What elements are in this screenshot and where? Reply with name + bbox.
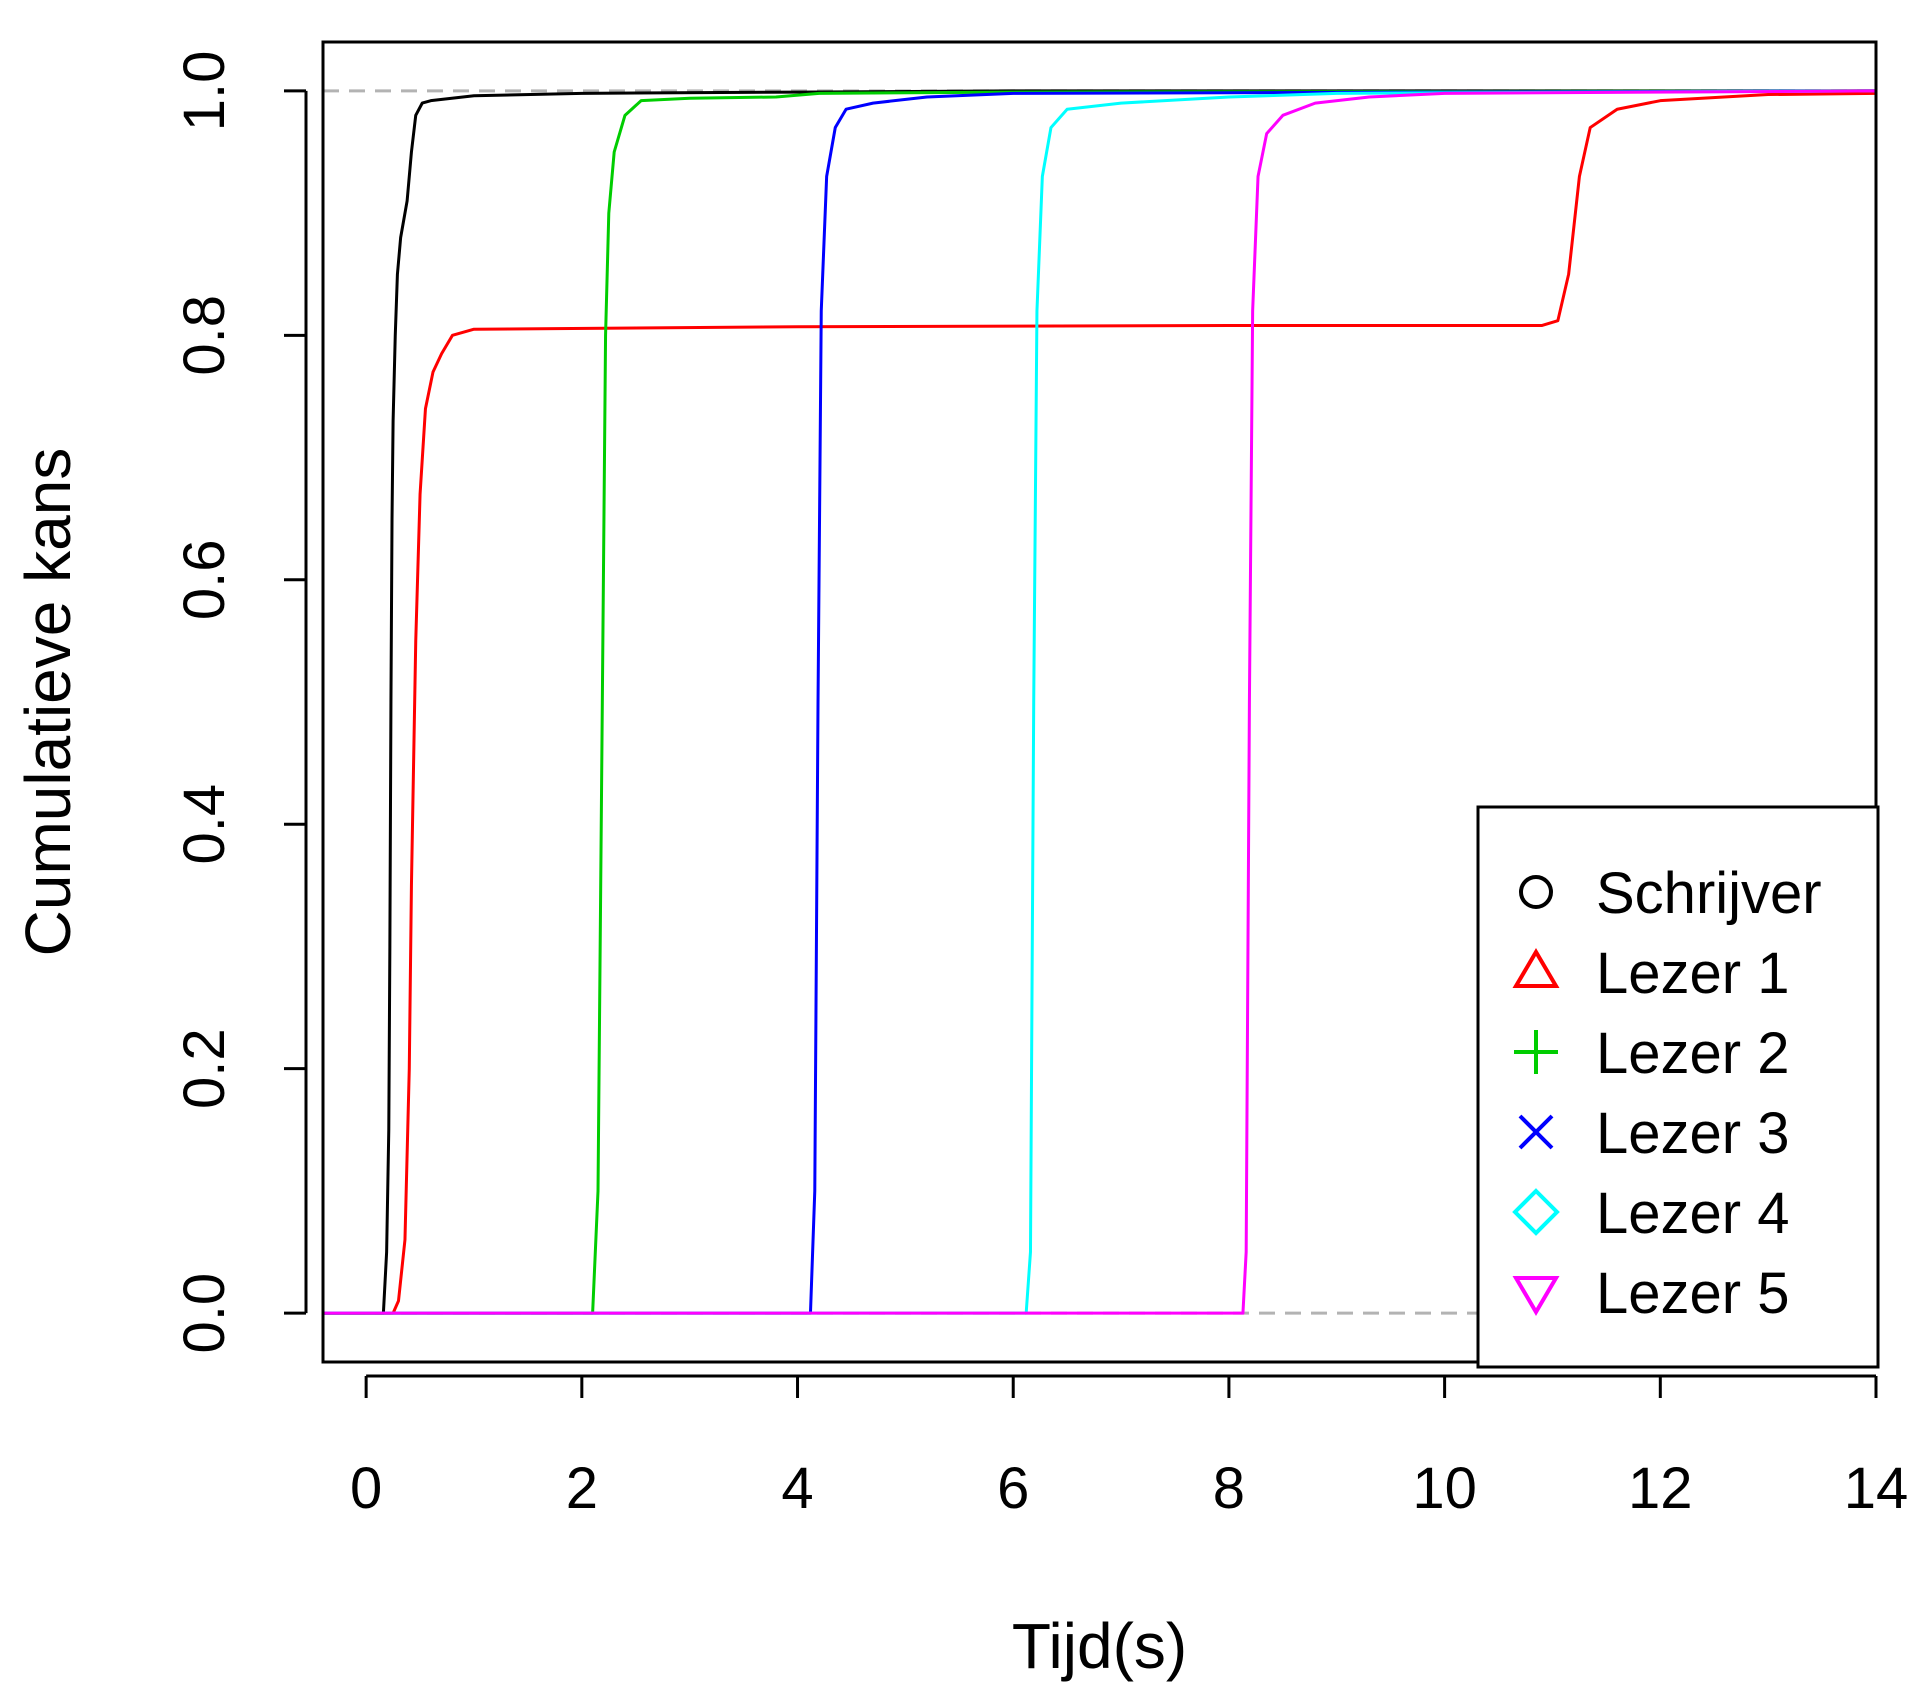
x-axis-label: Tijd(s) — [1012, 1610, 1187, 1682]
legend-label: Schrijver — [1596, 861, 1822, 926]
x-tick-label: 0 — [350, 1456, 382, 1521]
legend: Schrijver Lezer 1 Lezer 2 Lezer 3 Lezer 4 Lez… — [1476, 805, 1880, 1369]
legend-box — [1476, 805, 1880, 1369]
legend-marker-triangle-up-icon — [1512, 948, 1560, 988]
x-tick-label: 12 — [1628, 1456, 1693, 1521]
y-tick-label: 0.2 — [172, 1028, 237, 1109]
legend-label: Lezer 4 — [1596, 1181, 1789, 1246]
series-line-lezer-2 — [323, 89, 1877, 1315]
x-tick-label: 10 — [1412, 1456, 1477, 1521]
legend-marker-circle-icon — [1519, 875, 1553, 909]
y-tick-label: 0.8 — [172, 295, 237, 376]
series-line-lezer-1 — [323, 91, 1877, 1315]
y-axis: 0.0 0.2 0.4 0.6 0.8 1.0 — [172, 51, 308, 1354]
x-tick-label: 2 — [566, 1456, 598, 1521]
y-tick-label: 0.6 — [172, 539, 237, 620]
y-tick-label: 0.0 — [172, 1273, 237, 1354]
series-line-lezer-5 — [323, 89, 1877, 1315]
x-tick-label: 8 — [1213, 1456, 1245, 1521]
series-line-schrijver — [323, 89, 1876, 1315]
legend-label: Lezer 1 — [1596, 941, 1789, 1006]
x-tick-label: 14 — [1844, 1456, 1909, 1521]
series-line-lezer-4 — [323, 89, 1877, 1315]
legend-marker-cross-icon — [1518, 1114, 1554, 1150]
legend-marker-triangle-down-icon — [1512, 1276, 1560, 1316]
y-axis-label: Cumulatieve kans — [12, 448, 84, 957]
series-layer — [323, 89, 1877, 1315]
x-tick-label: 4 — [781, 1456, 813, 1521]
x-axis: 0 2 4 6 8 10 12 14 — [350, 1374, 1909, 1521]
legend-label: Lezer 5 — [1596, 1261, 1789, 1326]
legend-label: Lezer 2 — [1596, 1021, 1789, 1086]
x-tick-label: 6 — [997, 1456, 1029, 1521]
legend-label: Lezer 3 — [1596, 1101, 1789, 1166]
y-tick-label: 1.0 — [172, 51, 237, 132]
series-line-lezer-3 — [323, 89, 1877, 1315]
legend-marker-plus-icon — [1514, 1030, 1558, 1074]
plot-frame — [321, 40, 1878, 1364]
y-tick-label: 0.4 — [172, 784, 237, 865]
legend-marker-diamond-icon — [1512, 1188, 1560, 1236]
